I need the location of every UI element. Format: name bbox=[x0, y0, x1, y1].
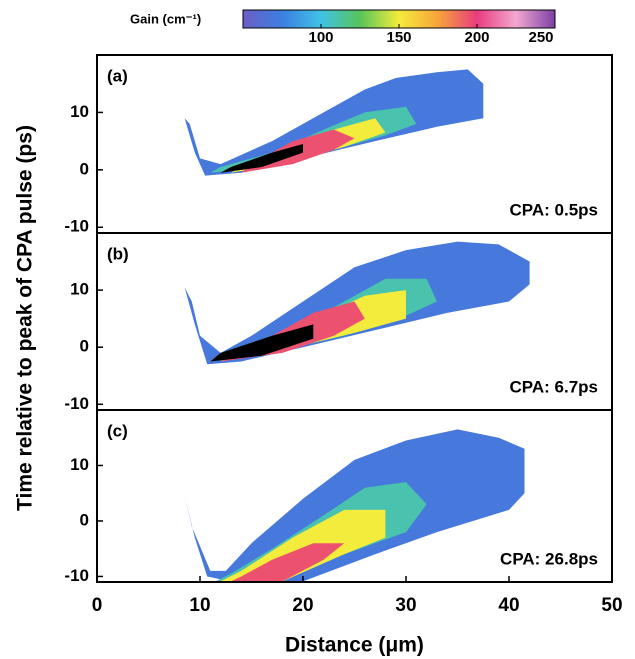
gain-region bbox=[220, 509, 386, 582]
panel-label: (a) bbox=[107, 66, 128, 85]
x-tick-label: 50 bbox=[601, 595, 622, 616]
colorbar-tick-label: 100 bbox=[308, 29, 333, 46]
colorbar-label: Gain (cm⁻¹) bbox=[130, 11, 201, 26]
colorbar-tick-label: 150 bbox=[386, 29, 411, 46]
panel bbox=[184, 241, 530, 365]
y-tick-label: 0 bbox=[80, 159, 89, 178]
y-tick-label: 0 bbox=[80, 337, 89, 356]
y-tick-label: 10 bbox=[70, 455, 89, 474]
x-tick-label: 10 bbox=[189, 595, 210, 616]
x-tick-label: 30 bbox=[395, 595, 416, 616]
panel bbox=[184, 69, 484, 176]
x-axis-label: Distance (μm) bbox=[285, 634, 424, 657]
y-tick-label: 10 bbox=[70, 102, 89, 121]
y-tick-label: -10 bbox=[64, 566, 89, 585]
panel-annotation: CPA: 0.5ps bbox=[510, 200, 599, 219]
y-tick-label: 0 bbox=[80, 510, 89, 529]
y-tick-label: 10 bbox=[70, 280, 89, 299]
gain-region bbox=[230, 543, 345, 582]
colorbar-tick-label: 200 bbox=[464, 29, 489, 46]
panel bbox=[184, 429, 525, 582]
y-tick-label: -10 bbox=[64, 394, 89, 413]
gain-region bbox=[210, 324, 314, 362]
y-tick-label: -10 bbox=[64, 217, 89, 236]
gain-region bbox=[220, 144, 303, 173]
gain-region bbox=[184, 69, 484, 176]
y-axis-label: Time relative to peak of CPA pulse (ps) bbox=[14, 125, 37, 511]
panel-annotation: CPA: 26.8ps bbox=[500, 549, 598, 568]
x-tick-label: 40 bbox=[498, 595, 519, 616]
panel-label: (c) bbox=[107, 421, 128, 440]
x-tick-label: 0 bbox=[92, 595, 103, 616]
x-tick-label: 20 bbox=[292, 595, 313, 616]
panel-frame bbox=[96, 409, 613, 583]
panel-annotation: CPA: 6.7ps bbox=[510, 377, 599, 396]
panel-label: (b) bbox=[107, 244, 129, 263]
colorbar-tick-label: 250 bbox=[528, 29, 553, 46]
